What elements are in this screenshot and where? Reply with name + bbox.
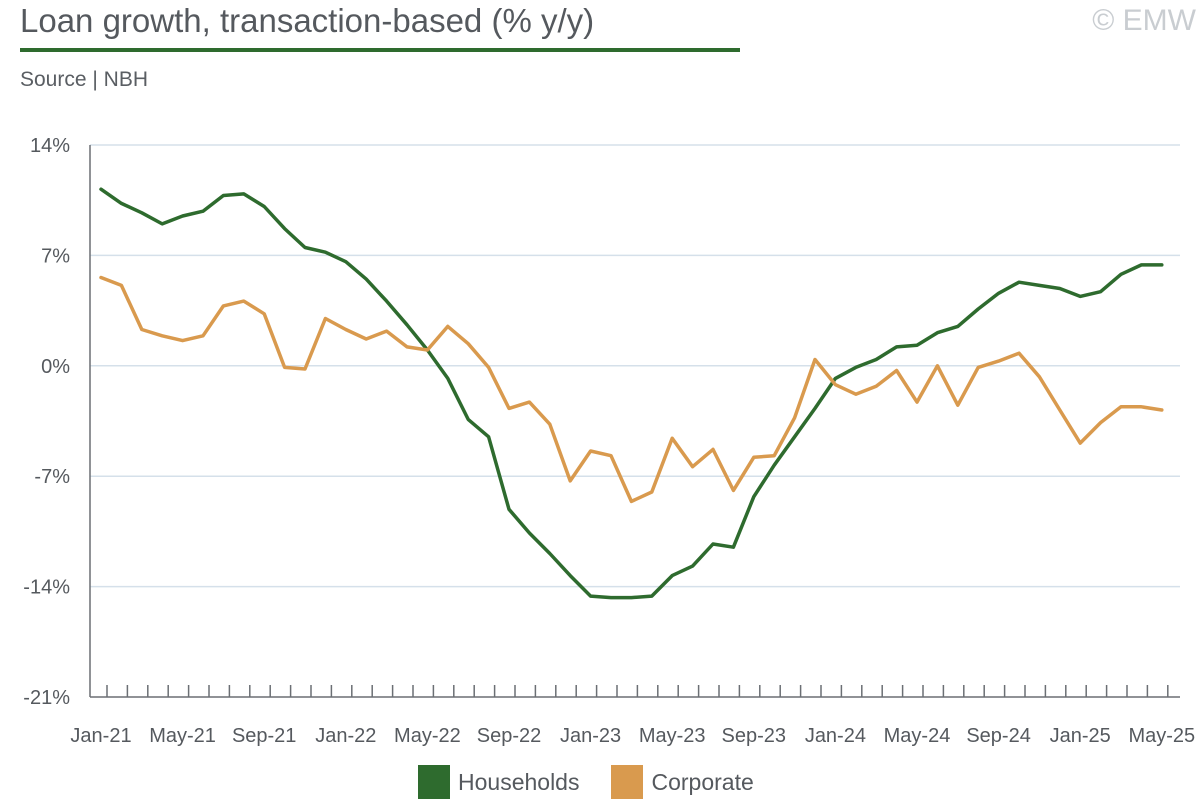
y-tick-label: -7% [34,466,70,488]
legend-label-corporate: Corporate [651,768,754,795]
series-line-households [99,187,1164,600]
x-tick-label: Sep-21 [232,725,297,747]
legend-item-households: Households [418,765,579,799]
y-tick-label: 7% [41,245,70,267]
x-tick-label: May-24 [884,725,951,747]
x-tick-label: Sep-24 [966,725,1031,747]
chart-source: Source | NBH [20,68,148,91]
y-tick-label: 14% [30,135,70,157]
x-tick-label: Jan-21 [70,725,131,747]
x-tick-label: May-25 [1128,725,1195,747]
x-tick-label: May-21 [149,725,216,747]
legend-label-households: Households [458,768,580,795]
x-tick-label: May-22 [394,725,461,747]
title-underline [20,48,740,52]
chart-title: Loan growth, transaction-based (% y/y) [20,2,595,39]
y-tick-label: -21% [23,687,70,709]
legend-swatch-households [418,765,450,799]
x-tick-label: Jan-25 [1050,725,1111,747]
axes: 14% 7% 0% -7% -14% -21%Jan-21 May-21 Sep-21 Jan-… [23,135,1195,747]
x-tick-label: Jan-23 [560,725,621,747]
grid-lines [90,144,1180,588]
y-tick-label: -14% [23,577,70,599]
x-tick-label: Sep-22 [477,725,542,747]
x-tick-label: May-23 [639,725,706,747]
series-lines [99,187,1164,600]
watermark: © EMW [1092,4,1196,37]
legend-swatch-corporate [611,765,644,799]
chart-legend: Households Corporate [418,765,786,799]
series-line-corporate [99,275,1164,504]
y-tick-label: 0% [41,356,70,378]
x-tick-label: Jan-22 [315,725,376,747]
legend-item-corporate: Corporate [611,765,754,799]
x-tick-label: Sep-23 [722,725,787,747]
x-tick-label: Jan-24 [805,725,866,747]
